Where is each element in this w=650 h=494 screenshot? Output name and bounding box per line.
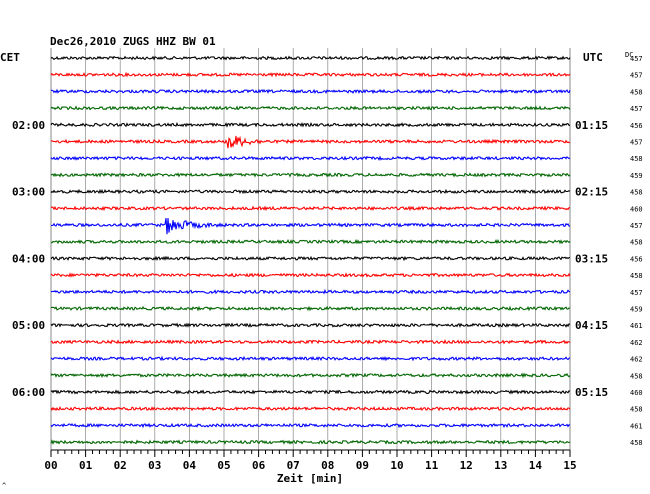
x-tick-label: 10: [390, 459, 403, 472]
trace-line: [50, 255, 571, 262]
trace-line: [50, 218, 571, 235]
chart-title: Dec26,2010 ZUGS HHZ BW 01: [50, 35, 216, 48]
dc-offset-label: 458: [630, 88, 643, 96]
dc-offset-label: 462: [630, 339, 643, 347]
dc-offset-label: 457: [630, 55, 643, 63]
dc-offset-label: 461: [630, 422, 643, 430]
dc-offset-label: 458: [630, 155, 643, 163]
dc-offset-label: 459: [630, 306, 643, 314]
right-hour-label: 03:15: [575, 252, 608, 265]
trace-line: [50, 338, 571, 345]
left-hour-label: 03:00: [12, 186, 45, 199]
x-tick-label: 00: [44, 459, 57, 472]
trace-line: [50, 405, 571, 412]
x-tick-label: 12: [460, 459, 473, 472]
trace-line: [50, 355, 571, 362]
trace-line: [50, 422, 571, 429]
trace-line: [50, 272, 571, 278]
trace-line: [50, 172, 571, 178]
x-axis: 00 01 02 03 04 05 06 07 08 09 10 11 12 13 14 15: [44, 449, 577, 472]
left-hour-label: 06:00: [12, 386, 45, 399]
dc-offset-label: 457: [630, 222, 643, 230]
dc-offset-label: 459: [630, 172, 643, 180]
x-tick-label: 07: [287, 459, 300, 472]
trace-line: [50, 55, 571, 61]
trace-line: [50, 288, 571, 295]
footer-mark: ^: [2, 482, 6, 490]
x-tick-label: 14: [529, 459, 543, 472]
left-hour-label: 02:00: [12, 119, 45, 132]
trace-line: [50, 305, 571, 312]
dc-offset-label: 457: [630, 105, 643, 113]
x-axis-label: Zeit [min]: [277, 472, 343, 485]
dc-offset-label: 462: [630, 356, 643, 364]
x-tick-label: 08: [321, 459, 334, 472]
trace-line: [50, 155, 571, 161]
left-timezone-label: CET: [0, 51, 20, 64]
x-tick-label: 13: [494, 459, 507, 472]
dc-offset-label: 458: [630, 239, 643, 247]
x-tick-label: 02: [114, 459, 127, 472]
x-tick-label: 01: [79, 459, 93, 472]
trace-line: [50, 135, 571, 149]
trace-line: [50, 322, 571, 328]
trace-line: [51, 88, 571, 95]
trace-line: [50, 439, 571, 446]
dc-offset-label: 457: [630, 139, 643, 147]
trace-line: [50, 188, 571, 195]
trace-line: [50, 238, 571, 245]
right-hour-label: 04:15: [575, 319, 608, 332]
trace-line: [50, 205, 571, 212]
x-tick-label: 05: [217, 459, 230, 472]
labels-group: 02:00 03:00 04:00 05:00 06:00 01:15 02:15 03:15…: [12, 55, 643, 447]
right-timezone-label: UTC: [583, 51, 603, 64]
dc-offset-label: 456: [630, 255, 643, 263]
trace-line: [50, 121, 570, 128]
trace-line: [50, 71, 571, 78]
dc-offset-label: 458: [630, 372, 643, 380]
dc-offset-label: 460: [630, 205, 643, 213]
dc-header-label: DC: [625, 51, 633, 59]
x-tick-label: 06: [252, 459, 266, 472]
dc-offset-label: 457: [630, 72, 643, 80]
right-hour-label: 01:15: [575, 119, 608, 132]
x-tick-label: 15: [563, 459, 576, 472]
left-hour-label: 05:00: [12, 319, 45, 332]
dc-offset-label: 458: [630, 406, 643, 414]
grid-lines: [50, 48, 571, 450]
right-hour-label: 02:15: [575, 186, 608, 199]
dc-offset-label: 456: [630, 122, 643, 130]
dc-offset-label: 461: [630, 322, 643, 330]
dc-offset-label: 457: [630, 289, 643, 297]
dc-offset-label: 458: [630, 272, 643, 280]
x-tick-label: 04: [183, 459, 197, 472]
trace-line: [50, 105, 571, 111]
x-tick-label: 03: [148, 459, 161, 472]
left-hour-label: 04:00: [12, 252, 45, 265]
dc-offset-label: 458: [630, 439, 643, 447]
traces-group: [50, 55, 571, 446]
x-tick-label: 09: [356, 459, 369, 472]
right-hour-label: 05:15: [575, 386, 608, 399]
dc-offset-label: 460: [630, 389, 643, 397]
dc-offset-label: 458: [630, 189, 643, 197]
x-tick-label: 11: [425, 459, 439, 472]
trace-line: [50, 372, 571, 379]
trace-line: [50, 389, 571, 395]
